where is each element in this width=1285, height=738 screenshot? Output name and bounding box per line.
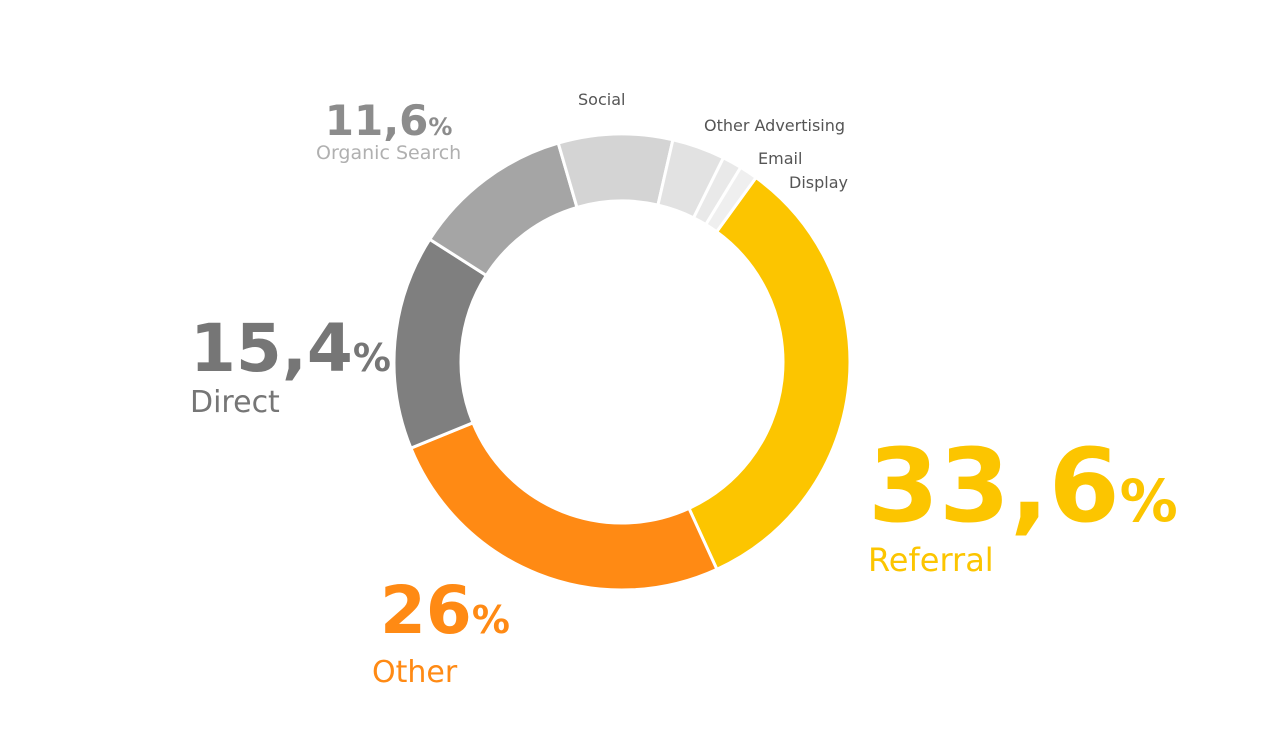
percent-sign-organic-search: % (428, 113, 453, 141)
label-direct: 15,4% Direct (190, 316, 391, 418)
label-organic-search: 11,6% Organic Search (316, 100, 461, 163)
percent-sign-other: % (471, 598, 510, 642)
category-label-social: Social (578, 90, 626, 109)
category-label-email: Email (758, 149, 803, 168)
percent-sign-direct: % (352, 336, 391, 380)
value-label-direct: 15,4 (190, 310, 353, 387)
category-label-referral: Referral (868, 541, 994, 579)
label-other: 26% Other (372, 578, 510, 688)
slice-other (408, 420, 719, 592)
category-label-other: Other (372, 655, 458, 690)
slice-referral (687, 175, 852, 572)
category-label-display: Display (789, 173, 848, 192)
category-label-other-advertising: Other Advertising (704, 116, 846, 135)
value-label-other: 26 (380, 572, 472, 649)
label-referral: 33,6% Referral (868, 436, 1178, 579)
label-other-advertising: Other Advertising (704, 118, 845, 134)
label-email: Email (758, 151, 802, 167)
slice-social (556, 132, 675, 210)
value-label-organic-search: 11,6 (324, 96, 429, 145)
category-label-direct: Direct (190, 385, 280, 420)
value-label-referral: 33,6 (868, 427, 1120, 546)
slice-display (703, 165, 759, 234)
label-social: Social (578, 92, 625, 108)
percent-sign-referral: % (1119, 467, 1178, 535)
label-display: Display (789, 175, 848, 191)
category-label-organic-search: Organic Search (316, 142, 462, 164)
slice-direct (392, 237, 489, 451)
